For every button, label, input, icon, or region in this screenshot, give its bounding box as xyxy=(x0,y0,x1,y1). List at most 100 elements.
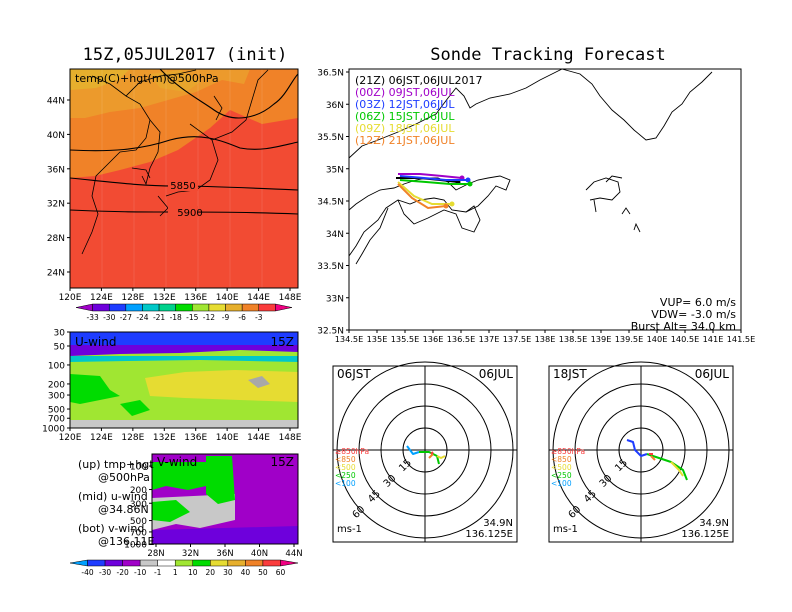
wind-colorbar-label-1: 1 xyxy=(173,568,178,577)
track-lon-tick-139e: 139E xyxy=(591,334,612,344)
uwind-lon-tick-140e: 140E xyxy=(216,433,239,443)
uwind-p-tick-30: 30 xyxy=(54,329,66,339)
temp-lon-tick-124e: 124E xyxy=(90,293,113,303)
temp-colorbar-swatch xyxy=(258,303,276,312)
temp-colorbar-label-27: -27 xyxy=(120,313,132,322)
track-lon-tick-136-5e: 136.5E xyxy=(447,334,476,344)
temp-lat-tick-28n: 28N xyxy=(47,234,65,244)
uwind-time: 15Z xyxy=(271,335,295,349)
temp-colorbar-swatch xyxy=(108,303,127,312)
track-lon-tick-136e: 136E xyxy=(423,334,444,344)
track-map xyxy=(348,68,742,331)
temp-colorbar-swatch xyxy=(158,303,176,312)
wind-colorbar-label-50: 50 xyxy=(258,568,268,577)
temp-lat-tick-36n: 36N xyxy=(47,165,65,175)
wind-colorbar-swatch xyxy=(122,559,141,567)
legend-mid-1: (mid) u-wind xyxy=(78,490,148,503)
track-lon-tick-135-5e: 135.5E xyxy=(391,334,420,344)
wind-colorbar-swatch xyxy=(210,559,229,567)
wind-colorbar-swatch xyxy=(87,559,106,567)
track-lat-tick-35-5n: 35.5N xyxy=(317,133,344,143)
uwind-p-tick-50: 50 xyxy=(54,342,66,352)
track-line-run-2 xyxy=(399,175,468,181)
wind-colorbar-label-10: 10 xyxy=(188,568,198,577)
temp-panel-label: temp(C)+hgt(m)@500hPa xyxy=(75,72,219,85)
temp-colorbar-swatch xyxy=(275,303,293,312)
track-lon-tick-138-5e: 138.5E xyxy=(559,334,588,344)
wind-colorbar-label-30: 30 xyxy=(223,568,233,577)
wind-colorbar-swatch xyxy=(262,559,281,567)
temp-colorbar-label-3: -3 xyxy=(255,313,263,322)
wind-colorbar-swatch xyxy=(245,559,264,567)
hodo-p-legend-4: <100 xyxy=(551,479,572,488)
hodo-unit: ms-1 xyxy=(553,524,578,535)
wind-colorbar-swatch xyxy=(192,559,211,567)
wind-colorbar-label-40: 40 xyxy=(241,568,251,577)
hodo-unit: ms-1 xyxy=(337,524,362,535)
contour-label-5850: 5850 xyxy=(170,181,195,192)
track-lon-tick-137e: 137E xyxy=(479,334,500,344)
track-lon-tick-140-5e: 140.5E xyxy=(671,334,700,344)
track-lon-axis: 134.5E 135E 135.5E 136E 136.5E 137E 137.5E 138E… xyxy=(335,330,755,344)
temp-lat-tick-40n: 40N xyxy=(47,131,65,141)
uwind-lon-axis: 120E 124E 128E 132E 136E 140E 144E 148E xyxy=(59,428,302,443)
track-lon-tick-135e: 135E xyxy=(367,334,388,344)
vwind-p-tick-200: 200 xyxy=(130,486,147,496)
wind-colorbar-label-10: -10 xyxy=(134,568,146,577)
temp-lon-axis: 120E 124E 128E 132E 136E 140E 144E 148E xyxy=(59,288,302,303)
track-params: VUP= 6.0 m/s VDW= -3.0 m/s Burst Alt= 34… xyxy=(631,296,737,333)
hodo-p-legend-4: <100 xyxy=(335,479,356,488)
temp-lat-tick-32n: 32N xyxy=(47,200,65,210)
uwind-p-tick-300: 300 xyxy=(48,392,65,402)
track-legend-run-4: (09Z) 18JST,06JUL xyxy=(355,122,455,135)
temp-colorbar-label-15: -15 xyxy=(186,313,198,322)
track-legend-run-3: (06Z) 15JST,06JUL xyxy=(355,110,455,123)
hodo-trace-2 xyxy=(670,461,684,477)
legend-up-2: @500hPa xyxy=(98,471,150,484)
wind-colorbar: -40 -30 -20 -10 -1 1 10 20 30 40 50 60 xyxy=(69,559,299,577)
track-lat-tick-35n: 35N xyxy=(326,165,344,175)
hodo-p-legend-3: <250 xyxy=(335,471,356,480)
hodo-p-legend-2: <500 xyxy=(335,463,356,472)
uwind-p-tick-500: 500 xyxy=(48,406,65,416)
vwind-p-tick-300: 300 xyxy=(130,500,147,510)
temp-lon-tick-120e: 120E xyxy=(59,293,82,303)
wind-colorbar-swatch xyxy=(227,559,246,567)
wind-colorbar-swatch xyxy=(157,559,176,567)
temp-colorbar-swatch xyxy=(125,303,143,312)
temp-colorbar-label-30: -30 xyxy=(103,313,115,322)
temp-lon-tick-144e: 144E xyxy=(247,293,270,303)
hodo-lat: 34.9N xyxy=(699,518,729,529)
hodo-lon: 136.125E xyxy=(681,529,729,540)
right-title: Sonde Tracking Forecast xyxy=(430,45,665,65)
track-legend-run-1: (00Z) 09JST,06JUL xyxy=(355,86,455,99)
uwind-p-tick-200: 200 xyxy=(48,380,65,390)
temp-colorbar-swatch xyxy=(142,303,160,312)
vwind-lat-axis: 28N 32N 36N 40N 44N xyxy=(147,544,303,559)
uwind-lon-tick-124e: 124E xyxy=(90,433,113,443)
track-lon-tick-137-5e: 137.5E xyxy=(503,334,532,344)
temp-colorbar: -33 -30 -27 -24 -21 -18 -15 -12 -9 -6 -3 xyxy=(75,303,293,322)
hodo-trace-3 xyxy=(650,455,656,461)
track-lat-tick-34-5n: 34.5N xyxy=(317,198,344,208)
temp-colorbar-swatch xyxy=(241,303,260,312)
track-line-run-4 xyxy=(397,181,452,205)
temp-colorbar-label-9: -9 xyxy=(222,313,230,322)
uwind-lon-tick-144e: 144E xyxy=(247,433,270,443)
wind-colorbar-label-60: 60 xyxy=(276,568,286,577)
temp-panel: 5850 5900 temp(C)+hgt(m)@500hPa xyxy=(69,68,299,289)
legend-bot-2: @136.11E xyxy=(98,535,154,548)
hodo-p-legend-0: ≥850hPa xyxy=(551,447,585,456)
temp-colorbar-swatch xyxy=(75,303,93,312)
wind-colorbar-label-40: -40 xyxy=(81,568,93,577)
track-end-marker xyxy=(467,181,473,187)
hodo-trace-0 xyxy=(626,439,648,457)
hodo-p-legend-2: <500 xyxy=(551,463,572,472)
track-legend-run-5: (12Z) 21JST,06JUL xyxy=(355,134,455,147)
param-vdw: VDW= -3.0 m/s xyxy=(651,308,736,321)
temp-colorbar-label-12: -12 xyxy=(203,313,215,322)
wind-colorbar-swatch xyxy=(104,559,123,567)
wind-colorbar-swatch xyxy=(139,559,158,567)
